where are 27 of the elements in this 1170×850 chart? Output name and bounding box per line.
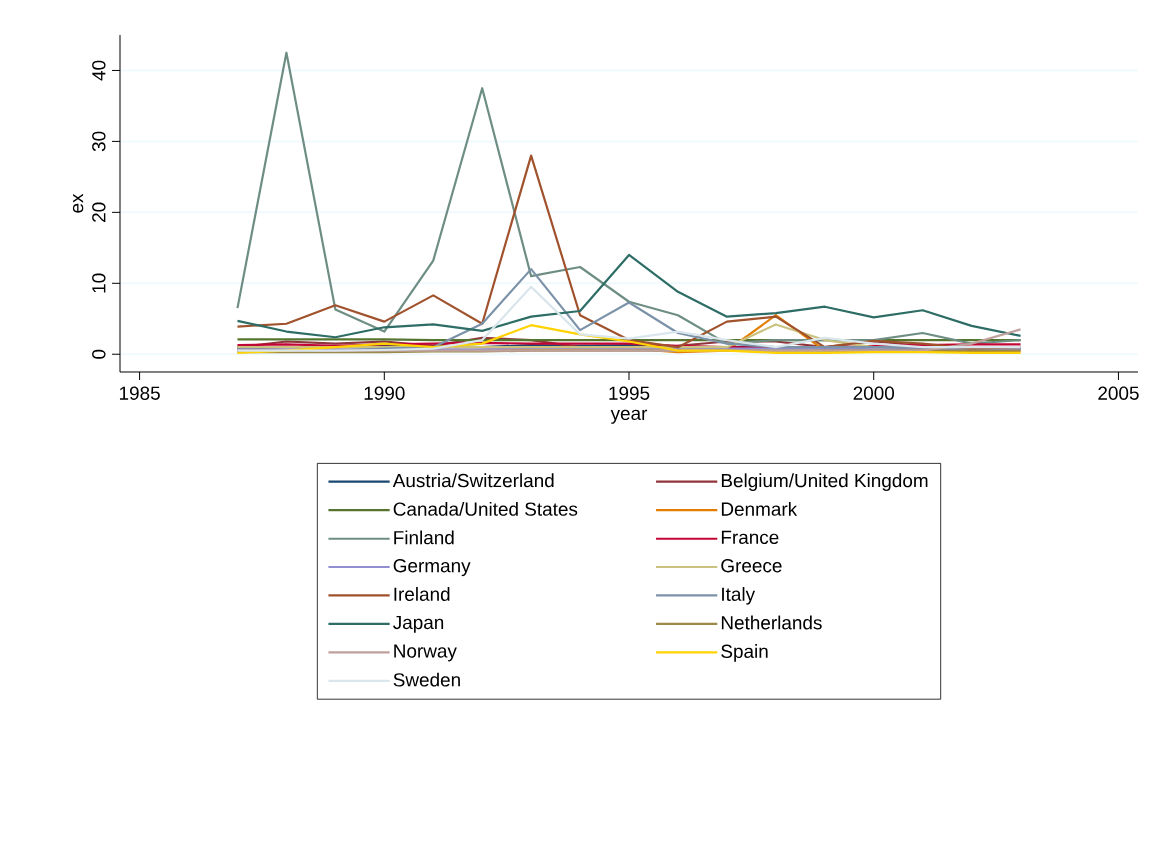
legend-label: Ireland [394, 587, 450, 601]
legend-label: Germany [393, 558, 471, 577]
y-tick-label: 10 [92, 273, 106, 293]
x-tick-label: 2005 [1098, 386, 1139, 400]
legend-label: Denmark [721, 501, 798, 516]
x-axis-title: year [610, 409, 648, 424]
legend-label: Belgium/United Kingdom [721, 473, 928, 492]
legend-label: Spain [721, 644, 768, 662]
x-tick-label: 2000 [853, 386, 895, 400]
y-tick-label: 30 [92, 131, 106, 152]
x-tick-label: 1990 [364, 386, 405, 400]
x-tick-label: 1995 [609, 386, 650, 400]
y-tick-label: 20 [92, 202, 106, 222]
legend-label: Finland [394, 530, 454, 545]
legend-label: Netherlands [721, 615, 822, 630]
legend-label: Norway [394, 644, 457, 662]
legend-label: Japan [393, 615, 444, 633]
y-tick-label: 40 [92, 60, 106, 81]
legend-label: France [721, 530, 779, 545]
legend-label: Sweden [393, 672, 460, 687]
y-axis-title: ex [72, 193, 84, 213]
y-tick-label: 0 [92, 349, 106, 359]
legend-label: Greece [721, 558, 782, 573]
legend-label: Austria/Switzerland [392, 473, 554, 488]
legend-label: Canada/United States [393, 501, 578, 516]
legend-label: Italy [722, 587, 756, 605]
x-tick-label: 1985 [119, 386, 160, 400]
